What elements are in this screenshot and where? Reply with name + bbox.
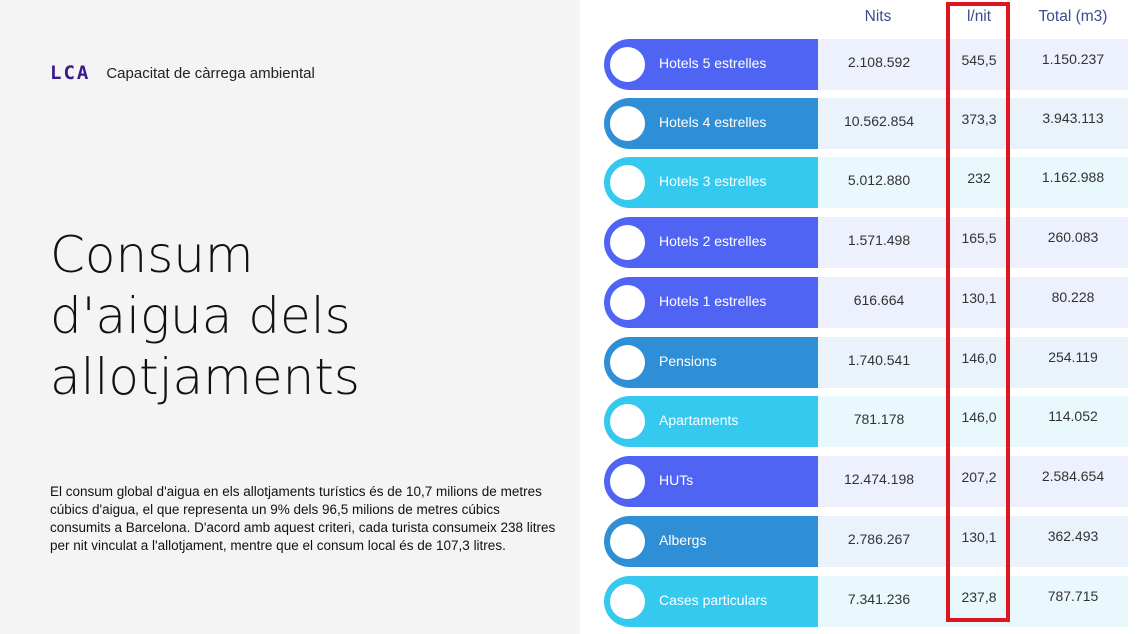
total-cell: 254.119 (1018, 337, 1128, 388)
circle-icon (610, 106, 645, 141)
column-header-l-nit: l/nit (966, 8, 992, 25)
row-label-pill: Hotels 2 estrelles (604, 217, 818, 268)
description-text: El consum global d'aigua en els allotjam… (50, 484, 556, 553)
circle-icon (610, 165, 645, 200)
page-title: Consum d'aigua dels allotjaments (50, 226, 360, 406)
circle-icon (610, 584, 645, 619)
circle-icon (610, 524, 645, 559)
intro-panel: LCA Capacitat de càrrega ambiental Consu… (0, 0, 580, 634)
row-label: Hotels 1 estrelles (659, 293, 767, 309)
table-row: Hotels 5 estrelles 2.108.592 545,5 1.150… (604, 39, 1128, 90)
row-label-pill: HUTs (604, 456, 818, 507)
row-label-pill: Hotels 4 estrelles (604, 98, 818, 149)
row-label-pill: Hotels 3 estrelles (604, 157, 818, 208)
row-label: Cases particulars (659, 592, 768, 608)
nits-cell: 2.108.592 (818, 39, 940, 90)
row-label-pill: Albergs (604, 516, 818, 567)
total-cell: 2.584.654 (1018, 456, 1128, 507)
table-row: Hotels 2 estrelles 1.571.498 165,5 260.0… (604, 217, 1128, 268)
nits-cell: 10.562.854 (818, 98, 940, 149)
row-label: Hotels 3 estrelles (659, 173, 767, 189)
total-cell: 1.162.988 (1018, 157, 1128, 208)
nits-cell: 1.740.541 (818, 337, 940, 388)
row-label-pill: Apartaments (604, 396, 818, 447)
row-label-pill: Hotels 5 estrelles (604, 39, 818, 90)
row-label: Albergs (659, 532, 707, 548)
table-row: Albergs 2.786.267 130,1 362.493 (604, 516, 1128, 567)
row-label: Hotels 2 estrelles (659, 233, 767, 249)
circle-icon (610, 225, 645, 260)
row-label: Apartaments (659, 412, 739, 428)
l-nit-cell: 545,5 (940, 39, 1018, 90)
nits-cell: 781.178 (818, 396, 940, 447)
circle-icon (610, 464, 645, 499)
table-row: Hotels 3 estrelles 5.012.880 232 1.162.9… (604, 157, 1128, 208)
total-cell: 80.228 (1018, 277, 1128, 328)
l-nit-cell: 146,0 (940, 396, 1018, 447)
total-cell: 260.083 (1018, 217, 1128, 268)
row-label-pill: Pensions (604, 337, 818, 388)
row-label-pill: Hotels 1 estrelles (604, 277, 818, 328)
nits-cell: 1.571.498 (818, 217, 940, 268)
row-label: Pensions (659, 353, 717, 369)
circle-icon (610, 47, 645, 82)
nits-cell: 5.012.880 (818, 157, 940, 208)
nits-cell: 2.786.267 (818, 516, 940, 567)
total-cell: 3.943.113 (1018, 98, 1128, 149)
table-row: Hotels 1 estrelles 616.664 130,1 80.228 (604, 277, 1128, 328)
l-nit-cell: 232 (940, 157, 1018, 208)
brand-title: Capacitat de càrrega ambiental (106, 64, 315, 82)
circle-icon (610, 285, 645, 320)
total-cell: 114.052 (1018, 396, 1128, 447)
row-label: Hotels 5 estrelles (659, 55, 767, 71)
total-cell: 787.715 (1018, 576, 1128, 627)
l-nit-cell: 130,1 (940, 516, 1018, 567)
table-row: HUTs 12.474.198 207,2 2.584.654 (604, 456, 1128, 507)
water-consumption-table: Nits l/nit Total (m3) Hotels 5 estrelles… (580, 0, 1140, 634)
row-label: HUTs (659, 472, 694, 488)
circle-icon (610, 404, 645, 439)
column-header-total: Total (m3) (1038, 8, 1108, 25)
row-label: Hotels 4 estrelles (659, 114, 767, 130)
l-nit-cell: 207,2 (940, 456, 1018, 507)
l-nit-cell: 146,0 (940, 337, 1018, 388)
total-cell: 362.493 (1018, 516, 1128, 567)
brand-header: LCA Capacitat de càrrega ambiental (50, 62, 315, 84)
total-cell: 1.150.237 (1018, 39, 1128, 90)
l-nit-cell: 237,8 (940, 576, 1018, 627)
lca-logo: LCA (50, 62, 91, 84)
table-row: Cases particulars 7.341.236 237,8 787.71… (604, 576, 1128, 627)
l-nit-cell: 130,1 (940, 277, 1018, 328)
nits-cell: 616.664 (818, 277, 940, 328)
l-nit-cell: 373,3 (940, 98, 1018, 149)
row-label-pill: Cases particulars (604, 576, 818, 627)
nits-cell: 7.341.236 (818, 576, 940, 627)
table-row: Apartaments 781.178 146,0 114.052 (604, 396, 1128, 447)
nits-cell: 12.474.198 (818, 456, 940, 507)
table-row: Hotels 4 estrelles 10.562.854 373,3 3.94… (604, 98, 1128, 149)
l-nit-cell: 165,5 (940, 217, 1018, 268)
column-header-nits: Nits (864, 8, 892, 25)
circle-icon (610, 345, 645, 380)
table-row: Pensions 1.740.541 146,0 254.119 (604, 337, 1128, 388)
